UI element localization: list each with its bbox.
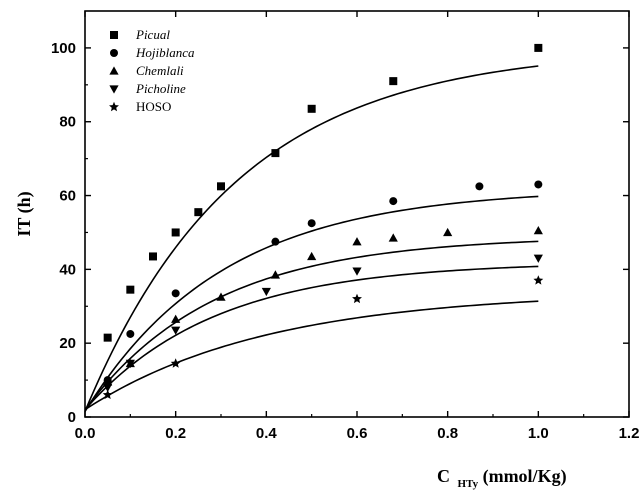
data-point-chemlali	[216, 292, 226, 301]
data-point-picual	[307, 104, 316, 113]
data-point-hoso	[102, 389, 113, 400]
data-point-chemlali	[443, 227, 453, 237]
data-point-picual	[271, 149, 280, 158]
x-axis-title-unit: (mmol/Kg)	[483, 466, 567, 487]
data-point-picholine	[125, 359, 135, 369]
x-tick-label: 0.6	[347, 425, 368, 442]
x-axis-title-subscript: HTy	[458, 478, 479, 490]
data-point-hoso	[170, 358, 181, 368]
legend-label-picholine: Picholine	[135, 81, 186, 96]
fit-curve-chemlali	[84, 240, 539, 411]
data-point-picholine	[533, 254, 543, 263]
legend-marker-chemlali	[109, 66, 119, 75]
data-point-hojiblanca	[271, 237, 280, 246]
x-tick-label: 1.0	[528, 425, 549, 442]
data-point-chemlali	[307, 251, 317, 261]
x-tick-label: 1.2	[619, 425, 640, 442]
y-tick-label: 100	[51, 40, 76, 57]
data-point-chemlali	[270, 270, 280, 279]
data-point-picual	[149, 252, 157, 261]
x-tick-label: 0.0	[75, 425, 96, 442]
fit-curve-picual	[84, 65, 539, 412]
y-tick-label: 0	[68, 409, 76, 426]
x-axis: 0.0 0.2 0.4 0.6 0.8 1.0 1.2	[75, 11, 640, 442]
data-point-hoso	[533, 275, 544, 285]
data-point-picual	[534, 43, 543, 52]
data-point-hoso	[352, 293, 362, 304]
data-point-hojiblanca	[534, 180, 543, 189]
data-point-picual	[389, 77, 398, 86]
data-point-hojiblanca	[126, 329, 135, 338]
data-point-hojiblanca	[171, 289, 180, 298]
x-axis-title-main: C	[437, 466, 450, 486]
data-point-picual	[217, 182, 225, 191]
x-tick-label: 0.8	[437, 425, 458, 442]
legend-label-hojiblanca: Hojiblanca	[135, 45, 195, 60]
y-tick-label: 20	[59, 335, 76, 352]
data-point-hojiblanca	[475, 182, 484, 191]
legend-marker-hojiblanca	[110, 49, 118, 57]
data-point-chemlali	[352, 237, 362, 246]
y-tick-label: 40	[59, 261, 76, 278]
data-point-picholine	[171, 326, 181, 335]
data-point-chemlali	[103, 377, 113, 386]
y-tick-label: 80	[59, 114, 76, 131]
data-point-picual	[194, 208, 203, 217]
data-point-picholine	[261, 287, 271, 297]
legend-label-chemlali: Chemlali	[136, 63, 184, 78]
y-tick-label: 60	[59, 188, 76, 205]
data-point-picual	[103, 333, 112, 342]
data-point-chemlali	[533, 226, 543, 235]
data-point-picholine	[352, 267, 362, 276]
data-point-hojiblanca	[307, 219, 316, 228]
data-point-chemlali	[388, 233, 398, 242]
x-tick-label: 0.2	[165, 425, 186, 442]
data-point-chemlali	[171, 314, 181, 323]
fit-curve-picholine	[84, 265, 539, 411]
legend-label-picual: Picual	[135, 27, 170, 42]
legend-marker-picual	[110, 31, 118, 39]
legend: Picual Hojiblanca Chemlali Picholine HOSO	[109, 27, 195, 114]
legend-label-hoso: HOSO	[136, 99, 171, 114]
data-markers	[102, 43, 544, 400]
data-point-hojiblanca	[389, 197, 398, 206]
x-axis-title: C HTy (mmol/Kg)	[437, 466, 567, 491]
y-axis: 0 20 40 60 80 100	[51, 40, 629, 426]
data-point-picual	[126, 285, 135, 294]
legend-marker-picholine	[109, 85, 119, 94]
legend-marker-hoso	[109, 101, 119, 112]
x-tick-label: 0.4	[256, 425, 278, 442]
y-axis-title: IT (h)	[14, 191, 35, 236]
fit-curve-hoso	[84, 300, 539, 411]
fit-curves	[84, 65, 539, 412]
data-point-picholine	[103, 383, 113, 393]
data-point-picual	[171, 228, 180, 237]
fit-curve-hojiblanca	[84, 195, 539, 412]
